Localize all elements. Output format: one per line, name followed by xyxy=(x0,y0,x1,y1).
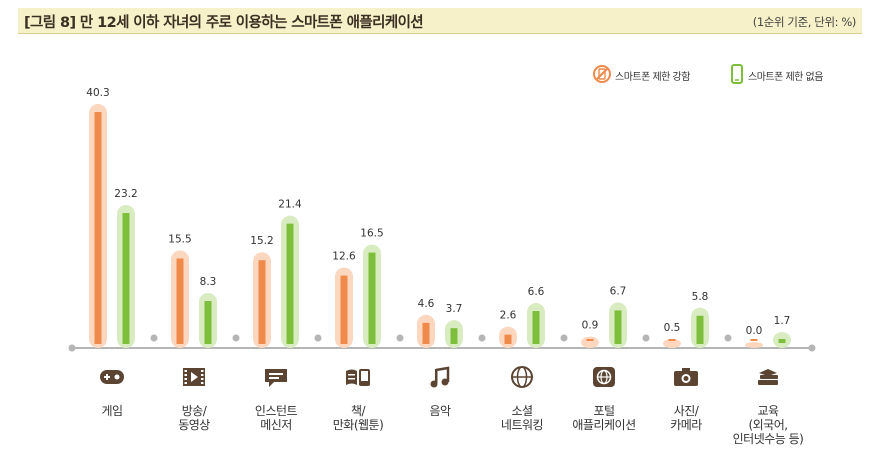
axis-separator-dot xyxy=(232,334,240,342)
portal-globe-icon xyxy=(593,367,615,387)
bar xyxy=(122,213,130,344)
category-label: 사진/ 카메라 xyxy=(670,404,702,432)
bar-halo xyxy=(745,342,763,348)
bar xyxy=(614,310,622,344)
axis-separator-dot xyxy=(150,334,158,342)
camera-icon xyxy=(674,368,698,386)
bar xyxy=(340,275,348,344)
value-label: 4.6 xyxy=(418,298,435,310)
axis-end-dot xyxy=(68,344,76,352)
bar xyxy=(586,339,594,341)
value-label: 15.5 xyxy=(168,233,191,245)
value-label: 2.6 xyxy=(500,310,517,322)
bar xyxy=(750,339,758,341)
value-label: 0.5 xyxy=(664,322,681,334)
bar xyxy=(368,252,376,344)
axis-separator-dot xyxy=(478,334,486,342)
value-label: 21.4 xyxy=(278,199,302,211)
axis-separator-dot xyxy=(560,334,568,342)
globe-network-icon xyxy=(511,366,533,388)
legend-label-restricted: 스마트폰 제한 강함 xyxy=(615,72,690,83)
bar xyxy=(504,334,512,344)
value-label: 6.6 xyxy=(528,286,545,298)
phone-icon xyxy=(731,64,743,84)
bar xyxy=(532,311,540,344)
value-label: 3.7 xyxy=(446,303,463,315)
category-label: 포털 애플리케이션 xyxy=(572,404,636,432)
category-label: 소셜 네트워킹 xyxy=(500,404,544,432)
value-label: 40.3 xyxy=(86,87,109,99)
axis-separator-dot xyxy=(724,334,732,342)
music-icon xyxy=(430,366,450,388)
value-label: 23.2 xyxy=(114,188,137,200)
bar xyxy=(286,223,294,344)
axis-separator-dot xyxy=(642,334,650,342)
bar xyxy=(696,315,704,344)
bar xyxy=(176,258,184,344)
value-label: 0.9 xyxy=(582,320,599,332)
chart-unit-note: (1순위 기준, 단위: %) xyxy=(752,15,857,29)
category-label: 음악 xyxy=(429,404,451,418)
books-icon xyxy=(758,369,778,385)
value-label: 16.5 xyxy=(360,228,383,240)
value-label: 1.7 xyxy=(774,315,791,327)
value-label: 6.7 xyxy=(610,285,627,297)
bar xyxy=(422,322,430,344)
bar xyxy=(258,260,266,344)
category-label: 게임 xyxy=(101,404,123,418)
film-icon xyxy=(183,368,205,386)
bar xyxy=(204,300,212,344)
value-label: 15.2 xyxy=(250,235,273,247)
axis-separator-dot xyxy=(396,334,404,342)
value-label: 8.3 xyxy=(200,276,217,288)
category-label: 책/ 만화(웹툰) xyxy=(332,404,384,432)
book-icon xyxy=(346,369,370,386)
category-label: 방송/ 동영상 xyxy=(178,404,210,432)
chart-title: [그림 8] 만 12세 이하 자녀의 주로 이용하는 스마트폰 애플리케이션 xyxy=(24,15,424,31)
gamepad-icon xyxy=(100,370,124,384)
category-label: 인스턴트 메신저 xyxy=(254,404,298,432)
bar xyxy=(668,339,676,341)
chat-icon xyxy=(265,369,287,387)
bar xyxy=(94,112,102,345)
axis-separator-dot xyxy=(314,334,322,342)
chart-header: [그림 8] 만 12세 이하 자녀의 주로 이용하는 스마트폰 애플리케이션 … xyxy=(18,8,862,34)
axis-end-dot xyxy=(808,344,816,352)
bar xyxy=(778,339,786,344)
value-label: 12.6 xyxy=(332,251,356,263)
bar-halo xyxy=(663,339,681,348)
legend-label-unrestricted: 스마트폰 제한 없음 xyxy=(748,72,823,83)
no-phone-icon xyxy=(593,65,611,83)
bar xyxy=(450,328,458,344)
bar-halo xyxy=(581,336,599,348)
value-label: 0.0 xyxy=(746,325,763,337)
value-label: 5.8 xyxy=(692,291,709,303)
category-label: 교육 (외국어, 인터넷수능 등) xyxy=(732,404,804,446)
